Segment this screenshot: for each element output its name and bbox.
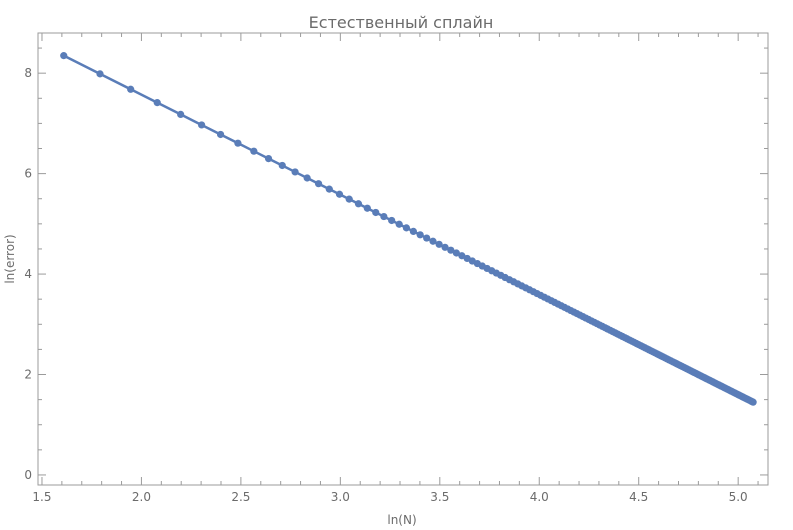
data-point [354,200,363,208]
data-point [749,398,757,406]
y-tick-label: 6 [24,167,32,181]
data-point [372,208,380,217]
data-point [250,147,258,155]
data-point [447,246,455,254]
x-tick-label: 3.5 [430,490,449,504]
y-tick-label: 8 [24,66,32,80]
y-tick-label: 4 [24,267,32,281]
data-point [380,212,388,221]
data-point [435,240,443,248]
y-tick-label: 0 [24,468,32,482]
data-point [441,243,449,251]
data-point [458,252,466,260]
series-points [60,52,757,406]
data-point [96,70,104,78]
data-point [402,224,411,232]
x-tick-label: 2.5 [231,490,250,504]
data-point [416,231,424,239]
data-point [264,154,273,163]
data-point [335,190,344,198]
x-tick-label: 2.0 [132,490,151,504]
data-point [363,204,371,212]
data-point [60,52,68,60]
data-point [423,234,431,242]
x-tick-label: 3.0 [331,490,350,504]
x-tick-label: 4.5 [629,490,648,504]
y-tick-label: 2 [24,368,32,382]
data-point [325,185,333,193]
data-point [291,168,299,176]
x-axis-label: ln(N) [387,513,416,527]
data-point [395,220,403,228]
data-point [452,249,461,257]
data-point [303,174,311,182]
data-point [198,121,206,129]
x-tick-label: 5.0 [729,490,748,504]
data-point [409,227,417,235]
plot-frame [37,32,769,486]
x-tick-label: 1.5 [32,490,51,504]
data-point [388,216,396,225]
data-point [429,237,437,245]
data-point [153,99,161,107]
data-point [345,195,353,203]
chart-title: Естественный сплайн [309,13,494,32]
data-point [177,110,185,119]
data-point [278,161,286,170]
data-point [127,85,135,93]
y-axis-label: ln(error) [3,234,17,283]
x-axis-tick-labels: 1.5 2.0 2.5 3.0 3.5 4.0 4.5 5.0 [32,490,747,504]
x-tick-label: 4.0 [530,490,549,504]
y-axis-tick-labels: 0 2 4 6 8 [24,66,32,482]
tick-marks [38,33,768,485]
data-point [216,130,225,139]
data-point [314,180,323,188]
data-point [234,139,242,147]
